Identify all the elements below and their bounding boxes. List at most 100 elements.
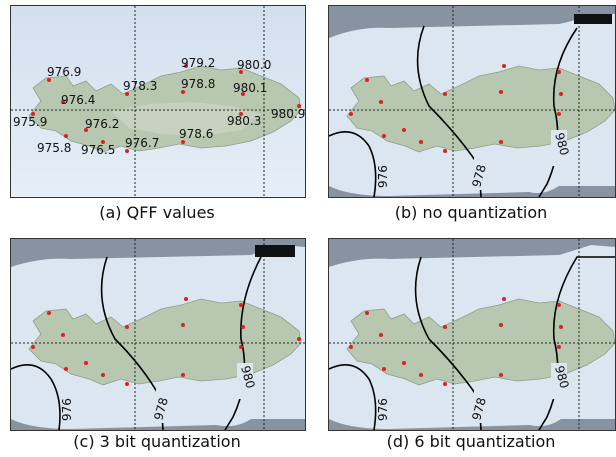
station-marker [181,323,185,327]
station-marker [402,128,406,132]
station-marker [239,303,243,307]
station-marker [443,382,447,386]
station-marker [349,112,353,116]
iceland-landmass [346,298,615,386]
contour-label-bg [379,389,395,425]
iceland-landmass [346,65,615,153]
panel-caption: (c) 3 bit quantization [73,432,241,451]
station-marker [297,337,301,341]
station-marker [61,100,65,104]
station-value-label: 980.0 [237,58,271,72]
station-marker [239,112,243,116]
station-marker [379,100,383,104]
station-marker [125,382,129,386]
contour-label-bg [63,389,79,425]
panel-caption: (d) 6 bit quantization [386,432,556,451]
station-marker [557,70,561,74]
station-value-label: 978.6 [179,127,213,141]
station-marker [84,361,88,365]
noise-artifact [574,14,612,24]
contour-978 [414,256,482,430]
station-marker [61,333,65,337]
contour-label-976: 976 [60,398,74,421]
station-group [349,64,563,153]
noise-artifact [255,245,295,257]
contour-label-bg [237,363,253,399]
contour-label-978: 978 [151,396,170,422]
map-6bit-quantization: 976 978 980 [328,238,616,431]
station-marker [64,134,68,138]
station-value-label: 975.9 [13,115,47,129]
station-marker [502,64,506,68]
contour-label-bg [379,154,395,192]
station-marker [101,373,105,377]
station-marker [181,140,185,144]
contour-976 [11,363,61,430]
station-marker [365,311,369,315]
contour-980 [224,256,262,430]
station-marker [64,367,68,371]
station-value-label: 976.2 [85,117,119,131]
station-marker [559,92,563,96]
station-marker [47,78,51,82]
station-marker [241,325,245,329]
station-value-label: 978.3 [123,79,157,93]
station-marker [47,311,51,315]
station-marker [239,70,243,74]
map-3bit-quantization: 976 978 980 [10,238,306,431]
contour-label-bg [156,389,172,423]
station-marker [241,92,245,96]
station-marker [557,112,561,116]
station-marker [443,92,447,96]
station-marker [31,112,35,116]
iceland-landmass [28,298,302,386]
contour-label-bg [551,130,567,166]
contour-980 [538,27,578,197]
station-marker [499,323,503,327]
station-value-label: 976.9 [47,65,81,79]
station-marker [365,78,369,82]
station-marker [181,90,185,94]
station-value-label: 976.5 [81,143,115,157]
station-value-label: 978.8 [181,77,215,91]
contour-label-bg [474,389,490,423]
station-marker [559,325,563,329]
map-qff-values: 976.9 976.4 975.9 975.8 976.2 976.5 976.7 978.3… [10,5,306,198]
panel-caption: (b) no quantization [394,203,548,222]
station-marker [502,297,506,301]
station-marker [419,140,423,144]
map-no-quantization: 976 978 980 [328,5,616,198]
contour-label-980: 980 [552,364,571,390]
panel-caption: (a) QFF values [99,203,215,222]
contour-label-978: 978 [469,163,488,189]
contour-980 [538,256,615,430]
station-marker [402,361,406,365]
station-marker [557,303,561,307]
station-marker [84,128,88,132]
station-marker [499,140,503,144]
station-marker [125,149,129,153]
station-value-label: 975.8 [37,141,71,155]
map-svg-a: 976.9 976.4 975.9 975.8 976.2 976.5 976.7 978.3… [11,6,305,197]
map-svg-b: 976 978 980 [329,6,615,197]
station-marker [31,345,35,349]
station-marker [125,92,129,96]
station-marker [379,333,383,337]
station-marker [419,373,423,377]
contour-label-976: 976 [376,165,390,188]
contour-label-978: 978 [469,396,488,422]
contour-978 [100,256,164,430]
map-svg-d: 976 978 980 [329,239,615,430]
station-marker [101,140,105,144]
station-marker [557,345,561,349]
contour-label-bg [474,156,490,190]
contour-label-bg [551,363,567,399]
station-value-label: 980.1 [233,81,267,95]
station-marker [297,104,301,108]
station-value-label: 976.4 [61,93,95,107]
contour-label-976: 976 [376,398,390,421]
station-group [349,297,563,386]
station-marker [349,345,353,349]
contour-label-980: 980 [238,364,257,390]
contour-976 [329,130,377,197]
